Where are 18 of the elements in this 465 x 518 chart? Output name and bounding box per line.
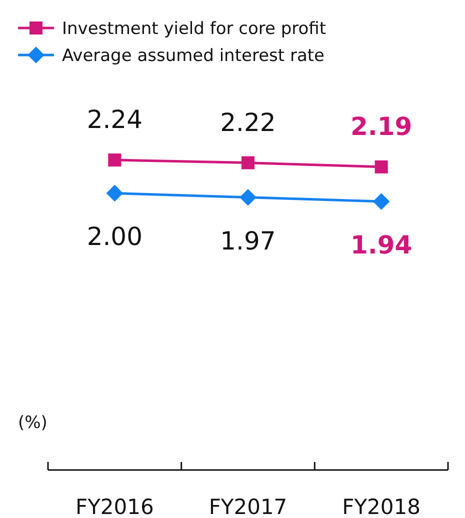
legend-label: Average assumed interest rate <box>62 46 324 66</box>
data-label: 1.97 <box>220 226 276 256</box>
point <box>106 184 124 202</box>
x-tick-label: FY2017 <box>208 495 288 518</box>
data-label: 2.22 <box>220 108 276 137</box>
data-label: 2.00 <box>86 222 143 252</box>
data-label: 2.19 <box>350 112 412 141</box>
x-tick-label: FY2018 <box>342 495 421 518</box>
data-label: 1.94 <box>350 230 412 260</box>
legend-label: Investment yield for core profit <box>62 19 326 39</box>
point <box>241 156 255 170</box>
point <box>374 160 388 174</box>
point <box>372 193 390 210</box>
point <box>108 153 122 167</box>
x-tick-label: FY2016 <box>75 495 154 518</box>
point <box>240 188 256 206</box>
data-label: 2.24 <box>86 105 143 134</box>
y-axis-title: (%) <box>18 413 48 433</box>
